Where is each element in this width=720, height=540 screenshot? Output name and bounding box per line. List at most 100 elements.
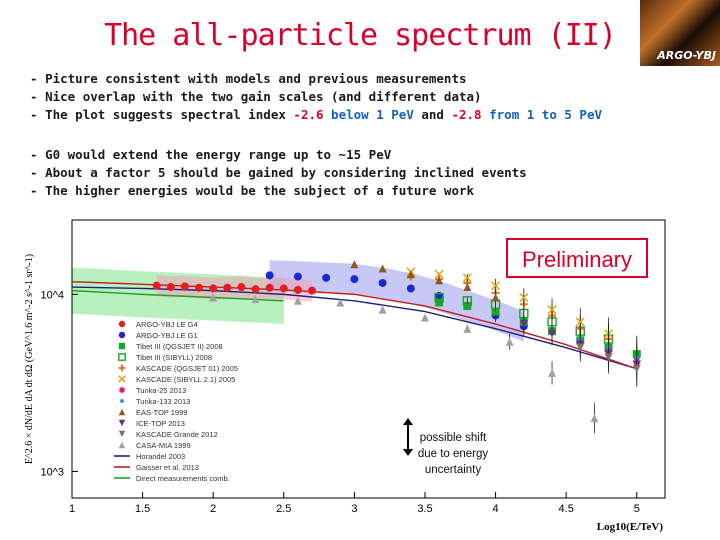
model-curve: [71, 289, 284, 302]
data-point: [350, 260, 359, 269]
legend-label: Gaisser et al. 2013: [136, 463, 199, 472]
argo-ybj-logo: ARGO-YBJ: [640, 0, 720, 66]
legend-label: Tibet III (QGSJET II) 2008: [136, 342, 223, 351]
data-point: [118, 342, 126, 350]
x-axis-label: Log10(E/TeV): [597, 521, 664, 533]
data-point: [576, 343, 585, 352]
data-point: [435, 276, 444, 285]
data-point: [251, 285, 260, 294]
data-point: [279, 284, 288, 293]
data-point: [491, 293, 500, 302]
shift-note-line: possible shift: [419, 432, 487, 444]
data-point: [166, 283, 175, 292]
data-point: [548, 368, 557, 377]
legend-label: KASCADE Grande 2012: [136, 430, 218, 439]
data-point: [350, 275, 359, 284]
data-point: [462, 273, 472, 283]
data-point: [118, 320, 126, 328]
legend-label: CASA-MIA 1999: [136, 441, 191, 450]
data-point: [548, 329, 557, 338]
data-point: [209, 284, 218, 293]
bullet-item: The higher energies would be the subject…: [30, 182, 527, 200]
x-tick-label: 3.5: [417, 503, 432, 515]
data-point: [265, 271, 274, 280]
bullet-item: G0 would extend the energy range up to ~…: [30, 146, 527, 164]
data-point: [463, 283, 472, 292]
data-point: [547, 305, 557, 315]
data-point: [293, 296, 302, 305]
data-point: [293, 272, 302, 281]
x-tick-label: 3: [351, 503, 357, 515]
model-curve: [71, 280, 637, 370]
y-tick-label: 10^4: [40, 289, 64, 301]
data-point: [251, 295, 260, 304]
y-tick-label: 10^3: [40, 466, 64, 478]
data-point: [118, 430, 126, 438]
data-point: [195, 283, 204, 292]
legend-label: KASCADE (QGSJET 01) 2005: [136, 364, 238, 373]
legend-label: Horandel 2003: [136, 452, 185, 461]
data-point: [118, 419, 126, 427]
data-point: [434, 292, 444, 303]
x-tick-label: 4: [493, 503, 499, 515]
model-curves: [71, 280, 637, 370]
x-tick-label: 4.5: [559, 503, 574, 515]
bullet-text: Nice overlap with the two gain scales (a…: [45, 89, 482, 104]
legend-label: ARGO-YBJ LE G4: [136, 320, 198, 329]
bullet-item: About a factor 5 should be gained by con…: [30, 164, 527, 182]
data-point: [152, 281, 161, 290]
plot-frame: [71, 219, 666, 499]
data-point: [406, 284, 415, 293]
data-point: [434, 269, 444, 279]
legend-label: KASCADE (SIBYLL 2.1) 2005: [136, 375, 235, 384]
data-point: [378, 264, 387, 273]
shift-arrow: [403, 418, 413, 456]
data-point: [378, 305, 387, 314]
x-tick-label: 2: [210, 503, 216, 515]
data-point: [118, 408, 126, 416]
legend-label: Tibet III (SIBYLL) 2008: [136, 353, 212, 362]
data-point: [308, 286, 317, 295]
data-point: [519, 292, 529, 303]
data-point: [462, 296, 473, 306]
data-point: [223, 283, 232, 292]
x-tick-label: 5: [634, 503, 640, 515]
legend-label: Tunka-25 2013: [136, 386, 186, 395]
data-point: [322, 273, 331, 282]
data-point: [604, 353, 613, 362]
spectral-index-low: -2.6: [293, 107, 324, 122]
bullet-text: The plot suggests spectral index: [45, 107, 294, 122]
data-point: [118, 331, 126, 339]
bullet-text: The higher energies would be the subject…: [45, 183, 475, 198]
y-axis-label: E^2.6 × dN/dE dA dt dΩ (GeV^1.6 m^-2 s^-…: [24, 254, 35, 464]
data-point: [118, 353, 126, 361]
preliminary-label: Preliminary: [506, 238, 648, 278]
logo-text: ARGO-YBJ: [657, 49, 716, 62]
data-point: [118, 364, 126, 372]
bullet-text: and: [413, 107, 452, 122]
legend-label: Tunka-133 2013: [136, 397, 190, 406]
arrow-head-down: [403, 449, 413, 456]
data-point: [209, 293, 218, 302]
legend-label: Direct measurements comb.: [136, 474, 230, 483]
data-point: [237, 283, 246, 292]
data-point: [435, 298, 444, 307]
slide-title: The all-particle spectrum (II): [104, 18, 617, 53]
data-point: [575, 317, 585, 327]
data-point: [420, 313, 429, 322]
x-tick-label: 2.5: [276, 503, 291, 515]
bullet-list-top: Picture consistent with models and previ…: [30, 70, 602, 124]
data-point: [590, 414, 599, 423]
x-tick-label: 1: [69, 503, 75, 515]
arrow-head-up: [403, 418, 413, 425]
energy-range-high: from 1 to 5 PeV: [481, 107, 603, 122]
chart-frame: 1 1.5 2 2.5 3 3.5 4 4.5 5 10^3 10^4 Log10(E/TeV) E^2…: [24, 219, 666, 533]
data-point: [293, 285, 302, 294]
data-point: [118, 386, 126, 394]
energy-shift-note: possible shift due to energy uncertainty: [408, 430, 498, 478]
bullet-item: Picture consistent with models and previ…: [30, 70, 602, 88]
bullet-text: About a factor 5 should be gained by con…: [45, 165, 527, 180]
data-point: [519, 320, 528, 329]
shift-note-line: uncertainty: [424, 464, 482, 476]
bullet-item: Nice overlap with the two gain scales (a…: [30, 88, 602, 106]
